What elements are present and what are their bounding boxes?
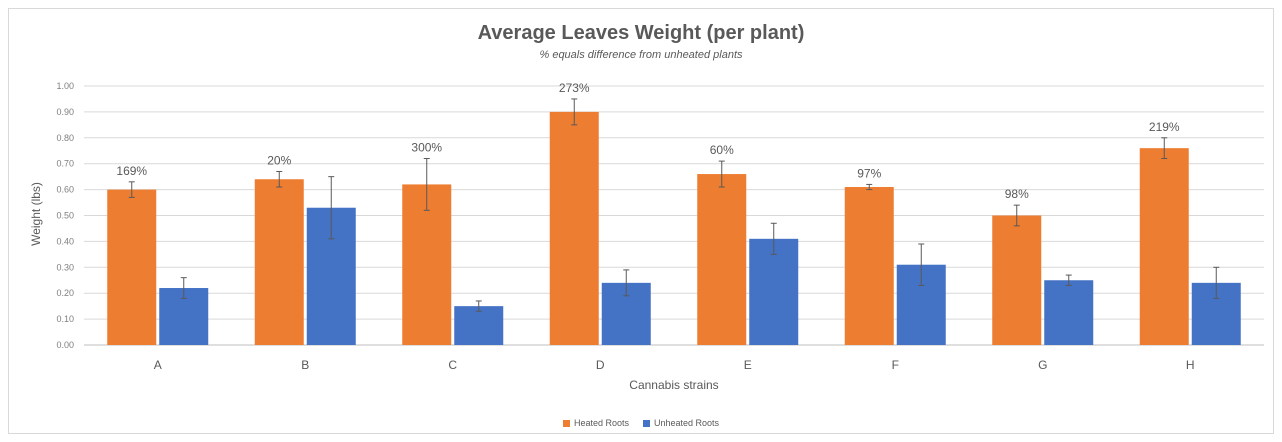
x-tick-label: B xyxy=(301,358,309,372)
x-axis-title: Cannabis strains xyxy=(629,378,718,392)
bar-unheated-e xyxy=(749,238,799,345)
legend-item-unheated: Unheated Roots xyxy=(643,418,719,428)
bar-heated-d xyxy=(549,111,599,346)
x-tick-label: H xyxy=(1186,358,1195,372)
y-tick-label: 0.70 xyxy=(56,159,74,169)
y-tick-label: 1.00 xyxy=(56,81,74,91)
x-tick-label: G xyxy=(1038,358,1047,372)
legend-label-heated: Heated Roots xyxy=(573,418,629,428)
data-label: 169% xyxy=(116,164,147,178)
chart-subtitle: % equals difference from unheated plants xyxy=(539,49,743,61)
data-label: 98% xyxy=(1005,187,1029,201)
data-labels: 169% 20% 300% 273% 60% 97% 98% 219% xyxy=(116,81,1180,201)
x-tick-label: A xyxy=(154,358,162,372)
bar-heated-a xyxy=(107,189,157,345)
data-label: 20% xyxy=(267,153,291,167)
y-tick-label: 0.60 xyxy=(56,185,74,195)
bar-heated-b xyxy=(254,179,304,345)
legend: Heated Roots Unheated Roots xyxy=(0,418,1282,428)
bar-heated-e xyxy=(697,174,747,345)
data-label: 60% xyxy=(710,143,734,157)
y-tick-label: 0.90 xyxy=(56,107,74,117)
chart-area xyxy=(8,8,1274,434)
x-tick-label: D xyxy=(596,358,605,372)
y-tick-label: 0.00 xyxy=(56,340,74,350)
legend-swatch-heated xyxy=(562,419,570,427)
data-label: 300% xyxy=(411,141,442,155)
chart-title: Average Leaves Weight (per plant) xyxy=(477,22,805,44)
legend-item-heated: Heated Roots xyxy=(562,418,629,428)
y-tick-label: 0.50 xyxy=(56,211,74,221)
error-bars xyxy=(128,98,1220,312)
y-tick-label: 0.20 xyxy=(56,288,74,298)
bar-unheated-g xyxy=(1044,280,1094,345)
y-tick-label: 0.10 xyxy=(56,314,74,324)
bar-heated-g xyxy=(992,215,1042,345)
x-tick-label: C xyxy=(448,358,457,372)
y-axis-title: Weight (lbs) xyxy=(29,182,43,246)
x-tick-label: F xyxy=(892,358,899,372)
bar-heated-f xyxy=(844,187,894,345)
data-label: 97% xyxy=(857,166,881,180)
x-tick-label: E xyxy=(744,358,752,372)
data-label: 273% xyxy=(559,81,590,95)
y-tick-label: 0.80 xyxy=(56,133,74,143)
data-label: 219% xyxy=(1149,120,1180,134)
bar-heated-h xyxy=(1139,148,1189,345)
bar-heated-c xyxy=(402,184,452,345)
legend-label-unheated: Unheated Roots xyxy=(654,418,720,428)
y-tick-label: 0.30 xyxy=(56,262,74,272)
bar-unheated-c xyxy=(454,306,504,345)
legend-swatch-unheated xyxy=(643,419,650,427)
bars xyxy=(107,111,1241,346)
y-tick-label: 0.40 xyxy=(56,236,74,246)
